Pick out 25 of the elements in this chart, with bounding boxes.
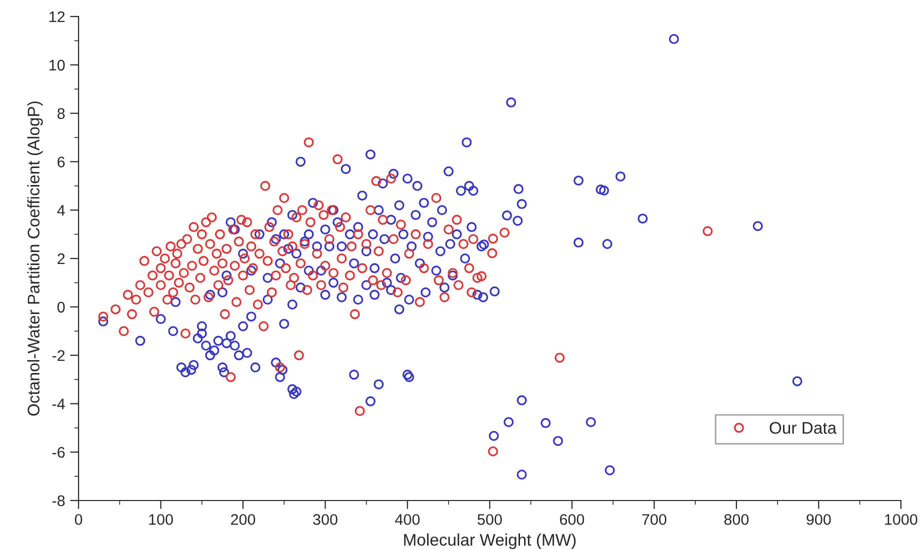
y-tick-label: 0 (57, 302, 65, 313)
y-tick-label: -2 (52, 350, 65, 361)
x-tick-label: 300 (313, 514, 338, 525)
x-tick-label: 900 (806, 514, 831, 525)
y-tick-label: 4 (57, 205, 65, 216)
x-tick-label: 200 (231, 514, 256, 525)
y-tick-label: 12 (50, 11, 65, 22)
y-tick-label: -4 (52, 398, 65, 410)
x-tick-label: 800 (724, 514, 749, 525)
x-tick-label: 500 (478, 514, 502, 525)
x-tick-label: 400 (395, 514, 420, 525)
y-axis-title: Octanol-Water Partition Coefficient (AlogP) (27, 102, 43, 416)
x-tick-label: 700 (642, 514, 666, 525)
x-axis-title: Molecular Weight (MW) (404, 533, 576, 550)
y-tick-label: -6 (52, 446, 65, 458)
y-tick-label: 2 (58, 253, 65, 264)
x-tick-label: 100 (149, 514, 173, 525)
x-tick-label: 1000 (885, 514, 918, 525)
y-tick-label: 6 (58, 156, 65, 168)
legend-label: Our Data (770, 422, 837, 434)
x-tick-label: 0 (74, 514, 82, 525)
x-tick-label: 600 (560, 514, 584, 525)
y-tick-label: 10 (50, 60, 65, 71)
y-tick-label: -8 (52, 495, 65, 506)
y-tick-label: 8 (58, 108, 65, 119)
